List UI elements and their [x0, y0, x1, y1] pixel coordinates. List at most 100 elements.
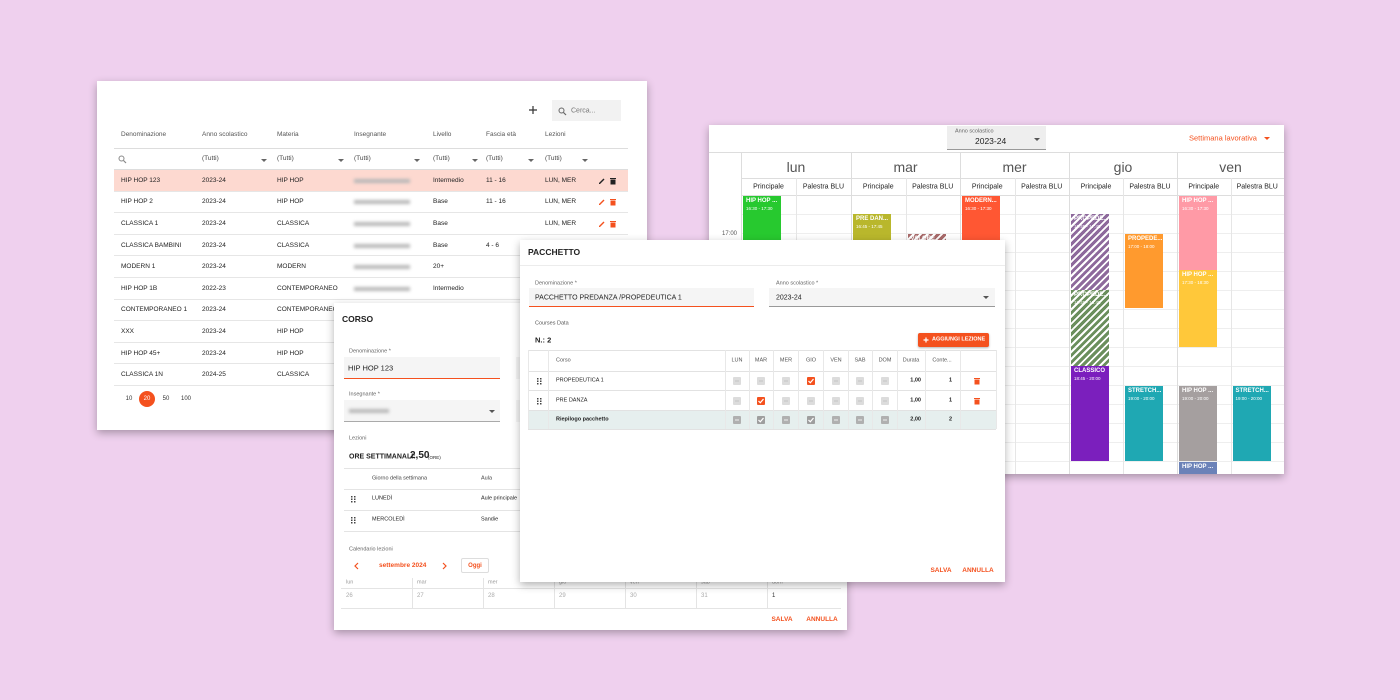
event[interactable]: MODERN... 16:30 - 17:30	[962, 196, 1000, 240]
year-select[interactable]	[769, 288, 995, 307]
checkbox[interactable]	[832, 396, 840, 405]
page-size[interactable]: 50	[162, 396, 170, 402]
page-size[interactable]: 100	[180, 396, 192, 402]
event[interactable]: PRE DAN... 16:45 - 17:45	[853, 214, 891, 242]
checkbox	[782, 415, 790, 424]
blurred-teacher	[354, 286, 410, 291]
checkbox[interactable]	[807, 377, 815, 385]
filter[interactable]: (Tutti)	[433, 154, 450, 162]
column-header: Aula	[481, 475, 493, 482]
drag-handle[interactable]	[536, 397, 543, 405]
date[interactable]: 26	[346, 593, 353, 599]
name-input[interactable]	[344, 357, 500, 379]
table-row[interactable]	[114, 213, 628, 235]
delete-icon[interactable]	[973, 397, 981, 405]
view-select[interactable]: Settimana lavorativa	[1189, 133, 1257, 143]
slot-line	[741, 442, 1284, 443]
checkbox[interactable]	[881, 396, 889, 405]
year-select[interactable]	[947, 126, 1046, 150]
checkbox[interactable]	[757, 377, 765, 385]
cell: LUNEDÌ	[372, 495, 393, 502]
save-button[interactable]: SALVA	[771, 615, 793, 623]
edit-icon[interactable]	[598, 177, 606, 185]
room-name: Palestra BLU	[802, 183, 845, 191]
today-button[interactable]	[461, 558, 489, 573]
event[interactable]: HIP HOP ... 19:00 - 20:00	[1179, 386, 1217, 461]
event-time: 19:00 - 20:00	[1235, 395, 1263, 401]
table-row[interactable]	[114, 235, 628, 257]
checkbox[interactable]	[782, 377, 790, 385]
event[interactable]: STRETCH... 19:00 - 20:00	[1232, 386, 1271, 461]
cell: HIP HOP 123	[121, 176, 161, 184]
package-dialog: PACCHETTO Denominazione * PACCHETTO PREDAN…	[520, 240, 1005, 582]
table-row[interactable]	[114, 192, 628, 214]
table-row[interactable]	[114, 256, 628, 278]
filter[interactable]: (Tutti)	[277, 154, 294, 162]
teacher-select[interactable]	[344, 400, 500, 422]
checkbox[interactable]	[881, 377, 889, 385]
cancel-button[interactable]: ANNULLA	[806, 615, 838, 623]
filter[interactable]: (Tutti)	[486, 154, 503, 162]
event[interactable]: HIP HOP ... 17:30 - 18:30	[1179, 270, 1217, 347]
checkbox[interactable]	[757, 396, 765, 405]
table-divider	[749, 350, 750, 429]
filter[interactable]: (Tutti)	[354, 154, 371, 162]
checkbox[interactable]	[856, 377, 864, 385]
drag-handle[interactable]	[350, 516, 357, 524]
checkbox[interactable]	[832, 377, 840, 385]
checkbox[interactable]	[807, 396, 815, 405]
date[interactable]: 30	[630, 593, 637, 599]
delete-icon[interactable]	[609, 198, 617, 206]
add-lesson-label: AGGIUNGI LEZIONE	[932, 336, 986, 343]
name-input[interactable]	[529, 288, 754, 307]
blurred-teacher	[354, 222, 410, 226]
drag-handle[interactable]	[536, 377, 543, 385]
delete-icon[interactable]	[609, 220, 617, 228]
table-divider	[897, 350, 898, 429]
search-box[interactable]	[552, 100, 621, 121]
page-size[interactable]: 20	[143, 396, 151, 402]
checkbox[interactable]	[733, 377, 741, 385]
date[interactable]: 27	[417, 593, 424, 599]
cell: HIP HOP 2	[121, 198, 153, 206]
today-label: Oggi	[468, 563, 482, 569]
checkbox[interactable]	[856, 396, 864, 405]
room-line	[741, 195, 1284, 196]
event[interactable]: PROPEDE... 17:45 - 18:45	[1071, 290, 1109, 366]
column-header: MAR	[754, 357, 768, 364]
event[interactable]: HIP HOP ...	[1179, 462, 1217, 474]
table-row[interactable]	[114, 278, 628, 300]
delete-icon[interactable]	[609, 177, 617, 185]
filter-search-icon	[118, 155, 127, 164]
column-header: SAB	[854, 357, 866, 364]
next-month[interactable]	[442, 562, 448, 570]
filter[interactable]: (Tutti)	[545, 154, 562, 162]
event-title: STRETCH...	[1128, 388, 1162, 394]
date[interactable]: 31	[701, 593, 708, 599]
checkbox[interactable]	[733, 396, 741, 405]
event[interactable]: HIP HOP ... 16:30 - 17:30	[1179, 196, 1217, 270]
add-lesson-button[interactable]: AGGIUNGI LEZIONE	[918, 333, 989, 347]
cancel-button[interactable]: ANNULLA	[962, 566, 994, 574]
save-button[interactable]: SALVA	[930, 566, 952, 574]
section-label: Courses Data	[535, 320, 569, 327]
date[interactable]: 29	[559, 593, 566, 599]
add-button[interactable]	[528, 105, 538, 115]
filter[interactable]: (Tutti)	[202, 154, 219, 162]
event-time: 16:45 - 17:45	[1074, 223, 1101, 229]
event[interactable]: VALORE	[907, 234, 946, 242]
drag-handle[interactable]	[350, 495, 357, 503]
edit-icon[interactable]	[598, 198, 606, 206]
page-size[interactable]: 10	[125, 396, 133, 402]
event[interactable]: STRETCH... 19:00 - 20:00	[1125, 386, 1163, 461]
delete-icon[interactable]	[973, 377, 981, 385]
event[interactable]: PROPEDE... 17:00 - 18:00	[1125, 234, 1163, 308]
event[interactable]: PROPEDE... 16:45 - 17:45	[1071, 214, 1109, 290]
prev-month[interactable]	[353, 562, 359, 570]
edit-icon[interactable]	[598, 220, 606, 228]
date[interactable]: 28	[488, 593, 495, 599]
room-divider	[1014, 178, 1016, 474]
checkbox[interactable]	[782, 396, 790, 405]
event[interactable]: CLASSICO 18:45 - 20:00	[1071, 366, 1109, 461]
date[interactable]: 1	[772, 593, 776, 599]
